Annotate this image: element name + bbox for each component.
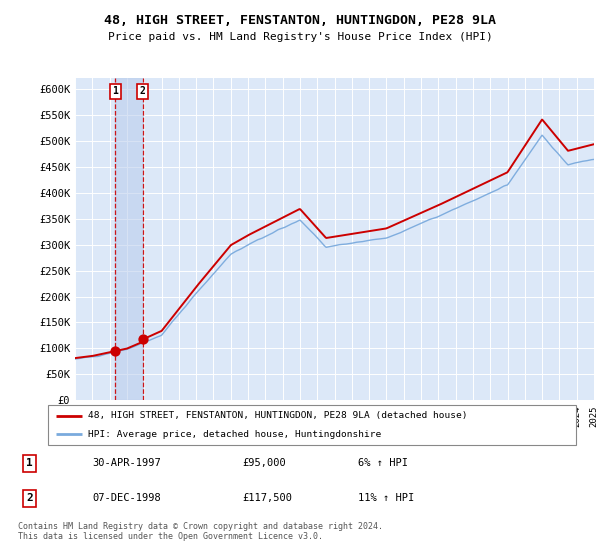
Text: 30-APR-1997: 30-APR-1997 [92,459,161,468]
Text: 2: 2 [26,493,32,503]
Text: Contains HM Land Registry data © Crown copyright and database right 2024.
This d: Contains HM Land Registry data © Crown c… [18,522,383,542]
Bar [115,78,143,400]
Text: 48, HIGH STREET, FENSTANTON, HUNTINGDON, PE28 9LA (detached house): 48, HIGH STREET, FENSTANTON, HUNTINGDON,… [88,411,467,420]
Text: 1: 1 [26,459,32,468]
Text: 6% ↑ HPI: 6% ↑ HPI [358,459,407,468]
Point [138,335,148,344]
Text: 07-DEC-1998: 07-DEC-1998 [92,493,161,503]
Text: Price paid vs. HM Land Registry's House Price Index (HPI): Price paid vs. HM Land Registry's House … [107,32,493,42]
Text: £117,500: £117,500 [242,493,292,503]
Text: 48, HIGH STREET, FENSTANTON, HUNTINGDON, PE28 9LA: 48, HIGH STREET, FENSTANTON, HUNTINGDON,… [104,14,496,27]
Text: 1: 1 [112,86,118,96]
Point [110,347,120,356]
FancyBboxPatch shape [48,405,576,445]
Text: 2: 2 [140,86,146,96]
Text: 11% ↑ HPI: 11% ↑ HPI [358,493,414,503]
Text: £95,000: £95,000 [242,459,286,468]
Text: HPI: Average price, detached house, Huntingdonshire: HPI: Average price, detached house, Hunt… [88,430,381,439]
